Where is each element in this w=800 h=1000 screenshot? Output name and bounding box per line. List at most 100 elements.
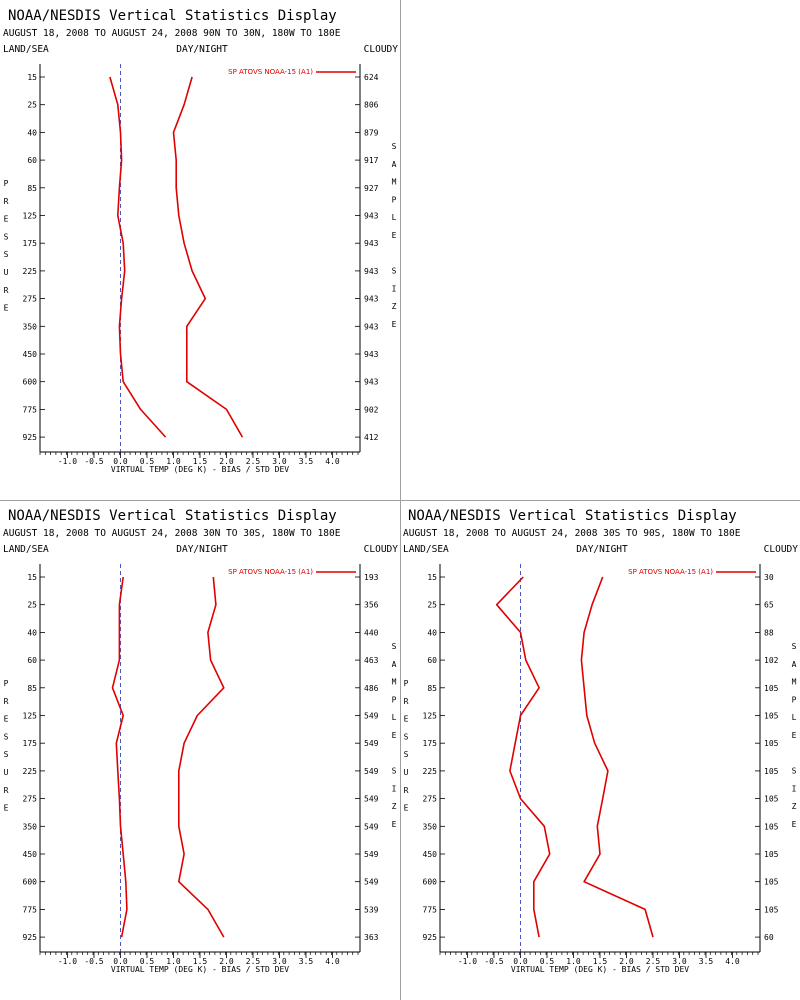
cloudy-label: CLOUDY [364,544,399,555]
y-axis-letter: R [4,697,9,706]
x-tick-label: 0.5 [140,957,155,966]
y-axis-letter: E [4,715,9,724]
pressure-tick-label: 40 [427,628,437,637]
pressure-tick-label: 40 [27,128,37,137]
pressure-tick-label: 350 [423,822,438,831]
cloudy-label: CLOUDY [364,44,399,55]
y-axis-letter: S [4,250,9,259]
pressure-tick-label: 60 [27,156,37,165]
sample-size-label: 549 [364,850,379,859]
pressure-tick-label: 15 [427,573,437,582]
x-tick-label: 1.5 [593,957,608,966]
pressure-tick-label: 225 [423,767,438,776]
sample-size-label: 105 [764,684,779,693]
pressure-tick-label: 175 [423,739,438,748]
sample-size-label: 943 [364,295,379,304]
y2-axis-letter: S [392,767,397,776]
y2-axis-letter: E [392,820,397,829]
x-tick-label: -0.5 [484,957,503,966]
y2-axis-letter: Z [792,802,797,811]
sample-size-label: 549 [364,712,379,721]
legend-label: SP ATOVS NOAA-15 (A1) [228,68,313,76]
sample-size-label: 549 [364,878,379,887]
y2-axis-letter: E [392,231,397,240]
y-axis-letter: S [4,732,9,741]
bias-series-line [111,576,128,938]
sample-size-label: 486 [364,684,379,693]
y2-axis-letter: E [792,731,797,740]
pressure-tick-label: 775 [23,405,38,414]
y2-axis-letter: M [392,178,397,187]
y2-axis-letter: Z [392,302,397,311]
pressure-tick-label: 125 [23,212,38,221]
pressure-tick-label: 85 [27,684,37,693]
land-sea-label: LAND/SEA [3,44,49,55]
std_dev-series-line [172,76,244,438]
x-tick-label: 3.5 [699,957,714,966]
x-tick-label: 2.0 [619,957,634,966]
pressure-tick-label: 25 [27,601,37,610]
pressure-tick-label: 450 [423,850,438,859]
y-axis-letter: S [4,232,9,241]
y-axis-letter: E [404,715,409,724]
pressure-tick-label: 275 [23,795,38,804]
x-tick-label: 2.0 [219,457,234,466]
x-tick-label: 1.0 [166,957,181,966]
x-tick-label: 4.0 [325,957,340,966]
pressure-tick-label: 925 [23,433,38,442]
sample-size-label: 65 [764,601,774,610]
day-night-label: DAY/NIGHT [176,44,228,55]
sample-size-label: 943 [364,322,379,331]
y2-axis-letter: A [392,660,397,669]
pressure-tick-label: 925 [423,933,438,942]
x-tick-label: -0.5 [84,957,103,966]
pressure-tick-label: 350 [23,822,38,831]
x-tick-label: -1.0 [458,957,477,966]
sample-size-label: 624 [364,73,379,82]
sample-size-label: 193 [364,573,379,582]
pressure-tick-label: 25 [27,101,37,110]
sample-size-label: 105 [764,712,779,721]
pressure-tick-label: 125 [23,712,38,721]
std_dev-series-line [580,576,654,938]
x-tick-label: 4.0 [325,457,340,466]
sample-size-label: 943 [364,378,379,387]
sample-size-label: 943 [364,212,379,221]
y2-axis-letter: L [392,213,397,222]
chart-svg: NOAA/NESDIS Vertical Statistics Display A… [3,8,399,474]
x-tick-label: 1.0 [166,457,181,466]
chart-svg: NOAA/NESDIS Vertical Statistics Display A… [3,508,399,974]
sample-size-label: 105 [764,739,779,748]
x-tick-label: 4.0 [725,957,740,966]
y2-axis-letter: E [392,731,397,740]
y2-axis-letter: P [392,695,397,704]
y-axis-letter: U [4,268,9,277]
y-axis-letter: S [4,750,9,759]
legend-label: SP ATOVS NOAA-15 (A1) [628,568,713,576]
sample-size-label: 917 [364,156,379,165]
sample-size-label: 105 [764,905,779,914]
x-tick-label: 0.5 [140,457,155,466]
sample-size-label: 412 [364,433,379,442]
x-minor-ticks [439,952,759,955]
sample-size-label: 879 [364,128,379,137]
pressure-tick-label: 175 [23,739,38,748]
y2-axis-letter: L [792,713,797,722]
sample-size-label: 927 [364,184,379,193]
x-tick-label: 0.0 [113,457,128,466]
x-minor-ticks [39,952,359,955]
x-minor-ticks [39,452,359,455]
pressure-tick-label: 600 [23,878,38,887]
x-tick-label: 3.0 [272,457,287,466]
x-tick-label: 2.5 [246,457,261,466]
sample-size-label: 105 [764,767,779,776]
day-night-label: DAY/NIGHT [176,544,228,555]
pressure-tick-label: 275 [423,795,438,804]
sample-size-label: 105 [764,795,779,804]
sample-size-label: 105 [764,850,779,859]
panel-30n-30s: NOAA/NESDIS Vertical Statistics Display A… [0,500,400,1000]
